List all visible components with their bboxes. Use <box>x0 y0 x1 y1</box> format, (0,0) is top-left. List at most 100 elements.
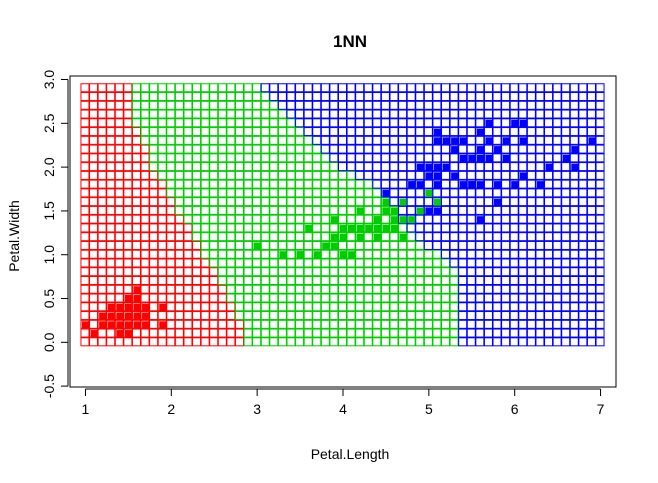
grid-cell <box>544 118 554 128</box>
training-point <box>116 303 124 311</box>
grid-cell <box>97 144 107 154</box>
grid-cell <box>569 153 579 163</box>
grid-cell <box>252 144 262 154</box>
grid-cell <box>432 153 442 163</box>
grid-cell <box>526 223 536 233</box>
grid-cell <box>552 223 562 233</box>
grid-cell <box>406 319 416 329</box>
grid-cell <box>106 258 116 268</box>
grid-cell <box>389 311 399 321</box>
grid-cell <box>423 135 433 145</box>
grid-cell <box>277 197 287 207</box>
grid-cell <box>80 205 90 215</box>
grid-cell <box>466 337 476 347</box>
grid-cell <box>329 302 339 312</box>
grid-cell <box>192 249 202 259</box>
grid-cell <box>595 232 605 242</box>
grid-cell <box>406 92 416 102</box>
grid-cell <box>441 293 451 303</box>
grid-cell <box>552 337 562 347</box>
grid-cell <box>561 144 571 154</box>
grid-cell <box>80 118 90 128</box>
grid-cell <box>149 92 159 102</box>
grid-cell <box>114 162 124 172</box>
grid-cell <box>363 179 373 189</box>
grid-cell <box>80 337 90 347</box>
grid-cell <box>312 311 322 321</box>
grid-cell <box>398 109 408 119</box>
grid-cell <box>166 118 176 128</box>
grid-cell <box>389 284 399 294</box>
grid-cell <box>526 302 536 312</box>
grid-cell <box>552 240 562 250</box>
grid-cell <box>252 249 262 259</box>
grid-cell <box>217 276 227 285</box>
grid-cell <box>312 240 322 250</box>
grid-cell <box>243 162 253 172</box>
grid-cell <box>149 223 159 233</box>
grid-cell <box>123 205 133 215</box>
grid-cell <box>449 258 459 268</box>
grid-cell <box>166 284 176 294</box>
grid-cell <box>234 293 244 303</box>
grid-cell <box>286 293 296 303</box>
grid-cell <box>166 109 176 119</box>
grid-cell <box>149 162 159 172</box>
grid-cell <box>192 232 202 242</box>
training-point <box>124 303 132 311</box>
grid-cell <box>595 284 605 294</box>
grid-cell <box>441 223 451 233</box>
grid-cell <box>578 284 588 294</box>
grid-cell <box>544 92 554 102</box>
grid-cell <box>260 223 270 233</box>
grid-cell <box>252 153 262 163</box>
grid-cell <box>552 188 562 198</box>
grid-cell <box>363 83 373 93</box>
training-point <box>107 303 115 311</box>
grid-cell <box>561 328 571 338</box>
grid-cell <box>509 311 519 321</box>
grid-cell <box>398 267 408 277</box>
grid-cell <box>149 240 159 250</box>
grid-cell <box>338 188 347 198</box>
grid-cell <box>544 284 554 294</box>
grid-cell <box>252 232 262 242</box>
grid-cell <box>423 118 433 128</box>
grid-cell <box>526 135 536 145</box>
training-point <box>133 303 141 311</box>
grid-cell <box>380 337 390 347</box>
grid-cell <box>544 170 554 180</box>
grid-cell <box>432 92 442 102</box>
training-point <box>330 242 338 250</box>
grid-cell <box>166 302 176 312</box>
grid-cell <box>243 100 253 110</box>
training-point <box>485 137 493 145</box>
grid-cell <box>483 293 493 303</box>
grid-cell <box>243 284 253 294</box>
grid-cell <box>595 240 605 250</box>
grid-cell <box>320 232 330 242</box>
grid-cell <box>586 205 596 215</box>
grid-cell <box>492 153 502 163</box>
grid-cell <box>535 319 545 329</box>
grid-cell <box>569 135 579 145</box>
grid-cell <box>535 240 545 250</box>
grid-cell <box>423 109 433 119</box>
grid-cell <box>595 92 605 102</box>
grid-cell <box>89 109 99 119</box>
grid-cell <box>277 284 287 294</box>
grid-cell <box>97 240 107 250</box>
grid-cell <box>483 276 493 285</box>
grid-cell <box>492 118 502 128</box>
grid-cell <box>492 328 502 338</box>
grid-cell <box>149 249 159 259</box>
grid-cell <box>209 311 219 321</box>
grid-cell <box>234 135 244 145</box>
grid-cell <box>526 311 536 321</box>
grid-cell <box>492 223 502 233</box>
grid-cell <box>441 258 451 268</box>
grid-cell <box>157 170 167 180</box>
grid-cell <box>192 170 202 180</box>
grid-cell <box>97 232 107 242</box>
grid-cell <box>234 311 244 321</box>
